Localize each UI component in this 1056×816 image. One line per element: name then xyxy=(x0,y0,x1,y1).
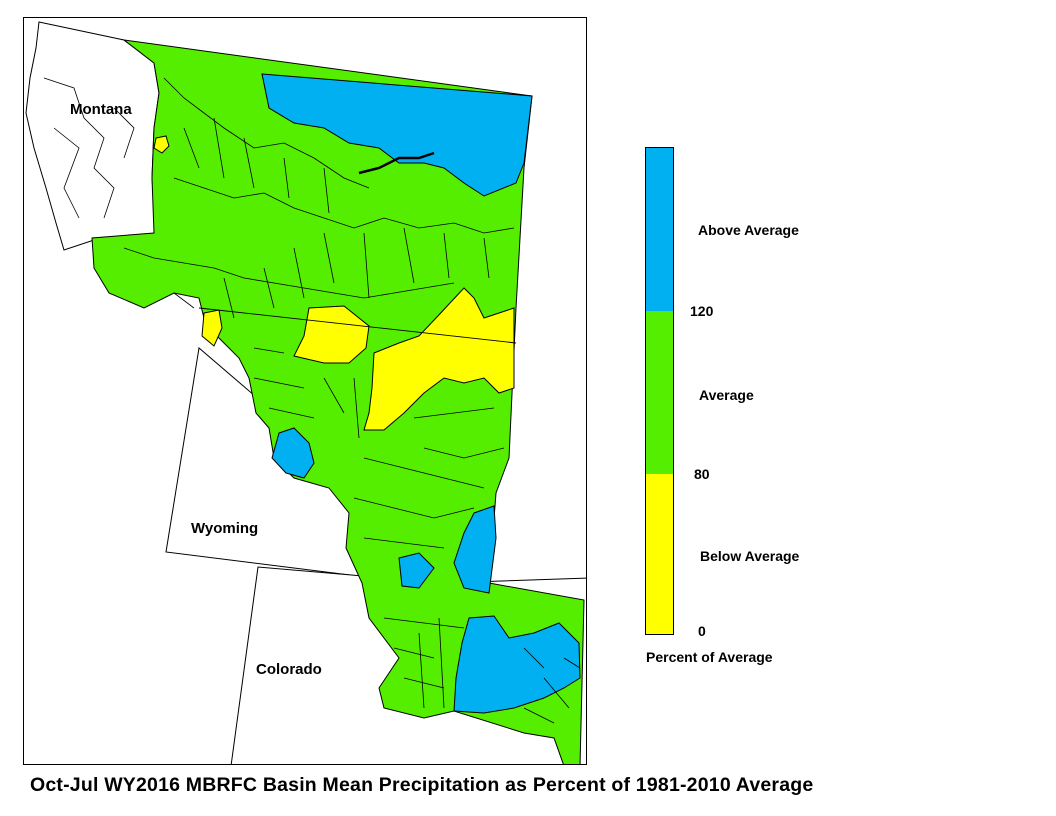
legend-tick-0: 0 xyxy=(698,623,706,639)
legend-label-below: Below Average xyxy=(700,548,800,564)
basin-region-below-west xyxy=(201,309,223,347)
basin-region-below-east xyxy=(363,287,515,431)
basin-region-above-northeast xyxy=(261,73,533,197)
state-line xyxy=(198,307,517,344)
map-caption: Oct-Jul WY2016 MBRFC Basin Mean Precipit… xyxy=(30,774,814,796)
basin-region-below-northwest xyxy=(153,135,170,154)
basin-boundaries xyxy=(123,77,581,724)
legend-tick-80: 80 xyxy=(694,466,710,482)
legend-swatch-average xyxy=(646,311,673,474)
montana-outline xyxy=(25,21,160,251)
basin-map xyxy=(25,21,586,764)
state-label-colorado: Colorado xyxy=(256,661,322,678)
basin-region-above-pocket xyxy=(271,427,315,479)
legend-swatch-above xyxy=(646,148,673,311)
legend-color-bar xyxy=(645,147,674,635)
river-line xyxy=(358,151,435,175)
state-label-wyoming: Wyoming xyxy=(191,520,259,537)
basin-region-above-southeast xyxy=(453,615,581,714)
legend-swatch-below xyxy=(646,474,673,634)
basin-region-above-east xyxy=(453,505,497,594)
basin-region-above-southcentral xyxy=(398,552,435,589)
legend-tick-120: 120 xyxy=(690,303,714,319)
map-panel: Montana Wyoming Colorado xyxy=(23,17,587,765)
legend-label-above: Above Average xyxy=(698,222,799,238)
legend-units-label: Percent of Average xyxy=(646,649,773,665)
state-label-montana: Montana xyxy=(70,101,132,118)
legend-label-average: Average xyxy=(699,387,754,403)
montana-interior-lines xyxy=(43,77,135,219)
